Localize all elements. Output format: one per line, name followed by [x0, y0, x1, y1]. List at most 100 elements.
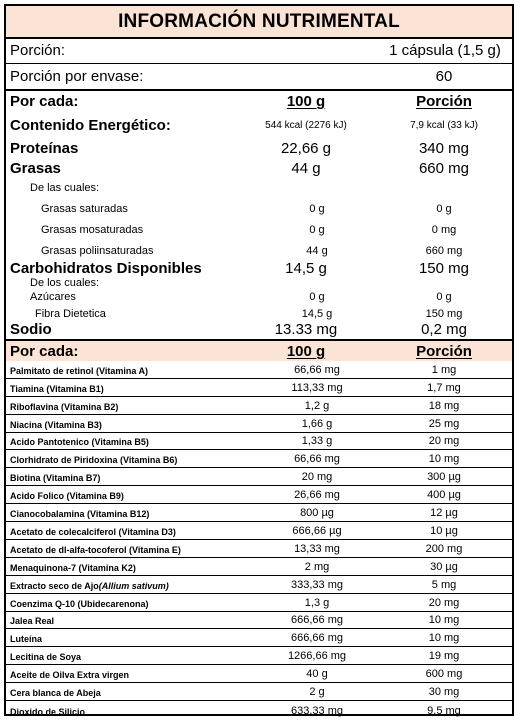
ingredient-per-serving: 1,7 mg [427, 381, 461, 394]
per-label: Por cada: [10, 343, 79, 360]
nutrition-facts-panel: INFORMACIÓN NUTRIMENTAL Porción: 1 cápsu… [4, 4, 514, 717]
ingredient-name: Palmitato de retinol (Vitamina A) [10, 361, 148, 378]
ingredient-name-text: Tiamina (Vitamina B1) [10, 383, 104, 394]
ingredient-per-serving: 10 mg [428, 632, 460, 645]
ingredient-row: Luteína 666,66 mg 10 mg [6, 630, 512, 648]
ingredient-name-text: Acido Folico (Vitamina B9) [10, 491, 124, 502]
ingredient-name: Jalea Real [10, 612, 54, 629]
ingredient-per-serving: 10 mg [428, 453, 460, 466]
energy-label: Contenido Energético: [10, 117, 171, 134]
protein-per-serving: 340 mg [418, 140, 470, 157]
serving-size-row: Porción: 1 cápsula (1,5 g) [6, 39, 512, 64]
ingredient-name-text: Acetato de dl-alfa-tocoferol (Vitamina E… [10, 544, 181, 555]
ingredient-name-text: Clorhidrato de Piridoxina (Vitamina B6) [10, 455, 178, 466]
ingredient-row: Acido Folico (Vitamina B9) 26,66 mg 400 µg [6, 486, 512, 505]
ingredient-row: Aceite de Oilva Extra virgen 40 g 600 mg [6, 665, 512, 684]
energy-per-100g: 544 kcal (2276 kJ) [265, 120, 347, 131]
ingredient-per-serving: 12 µg [430, 507, 458, 520]
ingredient-row: Lecitina de Soya 1266,66 mg 19 mg [6, 647, 512, 666]
servings-per-container-label: Porción por envase: [10, 68, 144, 85]
fat-sub-per-serving: 660 mg [425, 245, 463, 257]
ingredient-per-serving: 5 mg [431, 578, 457, 591]
ingredient-per-100g: 20 mg [301, 471, 333, 484]
ingredient-name: Lecitina de Soya [10, 647, 81, 664]
ingredient-row: Menaquinona-7 (Vitamina K2) 2 mg 30 µg [6, 558, 512, 576]
ingredient-name: Extracto seco de Ajo (Allium sativum) [10, 576, 169, 593]
ingredient-per-100g: 66,66 mg [294, 363, 340, 376]
fat-subrow: Grasas poliinsaturadas 44 g 660 mg [6, 236, 512, 257]
ingredient-name: Acetato de dl-alfa-tocoferol (Vitamina E… [10, 540, 181, 557]
ingredient-per-100g: 1,2 g [304, 399, 330, 412]
ingredient-row: Acido Pantotenico (Vitamina B5) 1,33 g 20 … [6, 433, 512, 451]
fat-sub-per-serving: 0 g [436, 203, 452, 215]
sodium-label: Sodio [10, 321, 52, 338]
sodium-per-serving: 0,2 mg [421, 321, 467, 338]
protein-row: Proteínas 22,66 g 340 mg [6, 137, 512, 157]
ingredient-per-100g: 2 mg [304, 560, 330, 573]
ingredient-row: Riboflavina (Vitamina B2) 1,2 g 18 mg [6, 397, 512, 415]
column-header-row: Por cada: 100 g Porción [6, 91, 512, 110]
ingredient-per-serving: 18 mg [428, 399, 460, 412]
ingredient-per-100g: 666,66 mg [291, 614, 343, 627]
carbohydrate-sub-per-100g: 0 g [309, 291, 325, 303]
ingredient-name-text: Acido Pantotenico (Vitamina B5) [10, 437, 149, 448]
carbohydrate-sub-label: Azúcares [30, 291, 76, 303]
serving-size-label: Porción: [10, 42, 66, 59]
ingredient-name: Luteína [10, 630, 42, 647]
per-serving-header: Porción [416, 93, 472, 110]
fat-subrow: De las cuales: [6, 177, 512, 194]
carbohydrate-subrow: Fibra Dietetica 14,5 g 150 mg [6, 303, 512, 320]
fat-sub-per-100g: 0 g [309, 203, 325, 215]
ingredient-name-text: Luteína [10, 634, 43, 645]
ingredient-name-text: Aceite de Oilva Extra virgen [10, 670, 130, 681]
fat-sub-label: Grasas saturadas [41, 203, 128, 215]
ingredient-per-100g: 13,33 mg [294, 542, 340, 555]
ingredient-row: Cera blanca de Abeja 2 g 30 mg [6, 683, 512, 702]
carbohydrate-sub-per-serving: 0 g [436, 291, 452, 303]
ingredient-per-serving: 200 mg [425, 542, 463, 555]
protein-label: Proteínas [10, 140, 79, 157]
servings-per-container-row: Porción por envase: 60 [6, 64, 512, 91]
ingredient-per-100g: 633,33 mg [291, 704, 343, 717]
ingredient-name: Coenzima Q-10 (Ubidecarenona) [10, 594, 149, 611]
ingredient-per-serving: 10 µg [430, 524, 458, 537]
carbohydrate-sub-per-100g: 14,5 g [301, 308, 333, 320]
ingredient-per-100g: 666,66 mg [291, 632, 343, 645]
ingredient-row: Cianocobalamina (Vitamina B12) 800 µg 12 µ… [6, 504, 512, 523]
ingredient-per-serving: 20 mg [428, 596, 460, 609]
ingredients-header-row: Por cada: 100 g Porción [6, 341, 512, 361]
ingredient-name: Niacina (Vitamina B3) [10, 415, 102, 432]
ingredient-per-100g: 113,33 mg [291, 381, 343, 394]
ingredient-name: Tiamina (Vitamina B1) [10, 379, 104, 396]
ingredient-name: Clorhidrato de Piridoxina (Vitamina B6) [10, 451, 177, 468]
energy-per-serving: 7,9 kcal (33 kJ) [410, 120, 478, 131]
ingredient-per-100g: 40 g [306, 668, 328, 681]
ingredient-name-text: Extracto seco de Ajo [10, 580, 99, 591]
ingredient-per-100g: 66,66 mg [294, 453, 340, 466]
ingredient-per-serving: 10 mg [428, 614, 460, 627]
ingredient-name: Biotina (Vitamina B7) [10, 468, 100, 485]
ingredient-per-serving: 1 mg [431, 363, 457, 376]
ingredient-per-100g: 1266,66 mg [287, 650, 347, 663]
ingredient-name-text: Menaquinona-7 (Vitamina K2) [10, 562, 136, 573]
panel-title: INFORMACIÓN NUTRIMENTAL [6, 6, 512, 39]
ingredient-name-text: Riboflavina (Vitamina B2) [10, 401, 119, 412]
carbohydrate-sub-label: De los cuales: [30, 277, 100, 289]
ingredient-per-serving: 20 mg [428, 435, 460, 448]
carbohydrate-label: Carbohidratos Disponibles [10, 260, 202, 277]
ingredient-name: Aceite de Oilva Extra virgen [10, 665, 129, 682]
carbohydrate-per-serving: 150 mg [418, 260, 470, 277]
fat-sub-per-100g: 44 g [306, 245, 328, 257]
ingredient-name-text: Palmitato de retinol (Vitamina A) [10, 365, 149, 376]
ingredient-per-serving: 600 mg [425, 668, 463, 681]
protein-per-100g: 22,66 g [280, 140, 332, 157]
ingredient-per-serving: 9,5 mg [427, 704, 461, 717]
ingredient-name-text: Lecitina de Soya [10, 652, 82, 663]
carbohydrate-subrow: Azúcares 0 g 0 g [6, 289, 512, 303]
ingredient-name: Menaquinona-7 (Vitamina K2) [10, 558, 136, 575]
ingredient-name: Cera blanca de Abeja [10, 683, 101, 700]
sodium-per-100g: 13.33 mg [274, 321, 338, 338]
fat-per-serving: 660 mg [418, 160, 470, 177]
ingredient-name: Cianocobalamina (Vitamina B12) [10, 504, 149, 521]
ingredient-name-text: Biotina (Vitamina B7) [10, 473, 101, 484]
